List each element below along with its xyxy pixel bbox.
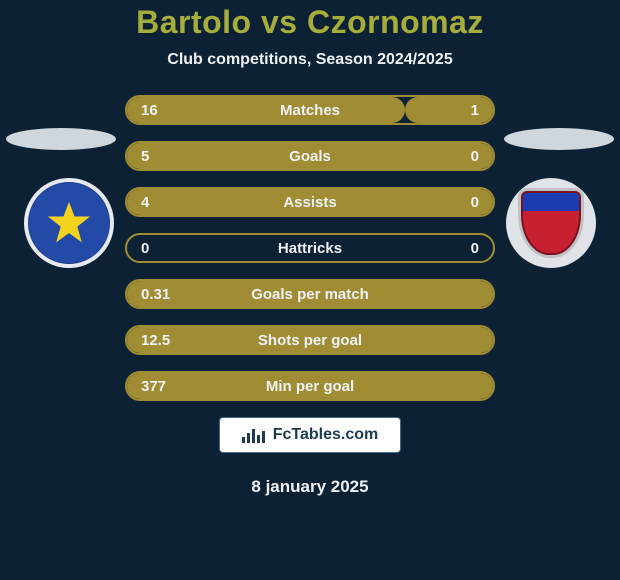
stat-row-assists: 40Assists [125,187,495,217]
footer: FcTables.com [0,417,620,453]
comparison-widget: Bartolo vs Czornomaz Club competitions, … [0,0,620,580]
stats-table: 161Matches 50Goals 40Assists 00Hattricks 0.3… [125,95,495,401]
watermark: FcTables.com [219,417,402,453]
team-left-crest [24,178,114,268]
left-oval-decoration [6,128,116,150]
shield-bottom-stripe [523,211,579,253]
team-left-crest-inner [29,183,109,263]
bars-icon-bar [242,437,245,443]
stat-label: Goals per match [127,286,493,303]
right-oval-decoration [504,128,614,150]
stat-label: Shots per goal [127,332,493,349]
stat-row-shots-per-goal: 12.5Shots per goal [125,325,495,355]
shield-icon [521,191,581,255]
page-title: Bartolo vs Czornomaz [0,4,620,41]
bars-icon-bar [252,429,255,443]
stat-row-min-per-goal: 377Min per goal [125,371,495,401]
stat-row-goals: 50Goals [125,141,495,171]
stat-row-goals-per-match: 0.31Goals per match [125,279,495,309]
stat-label: Matches [127,102,493,119]
stat-label: Min per goal [127,378,493,395]
bars-icon-bar [257,435,260,443]
stat-row-hattricks: 00Hattricks [125,233,495,263]
stat-label: Goals [127,148,493,165]
star-icon [46,200,92,246]
bars-icon-bar [247,433,250,443]
bars-icon [242,427,265,443]
stat-label: Hattricks [127,240,493,257]
team-right-crest [506,178,596,268]
date-label: 8 january 2025 [0,477,620,497]
watermark-text: FcTables.com [273,426,379,444]
bars-icon-bar [262,431,265,443]
stat-label: Assists [127,194,493,211]
subtitle: Club competitions, Season 2024/2025 [0,51,620,69]
stat-row-matches: 161Matches [125,95,495,125]
